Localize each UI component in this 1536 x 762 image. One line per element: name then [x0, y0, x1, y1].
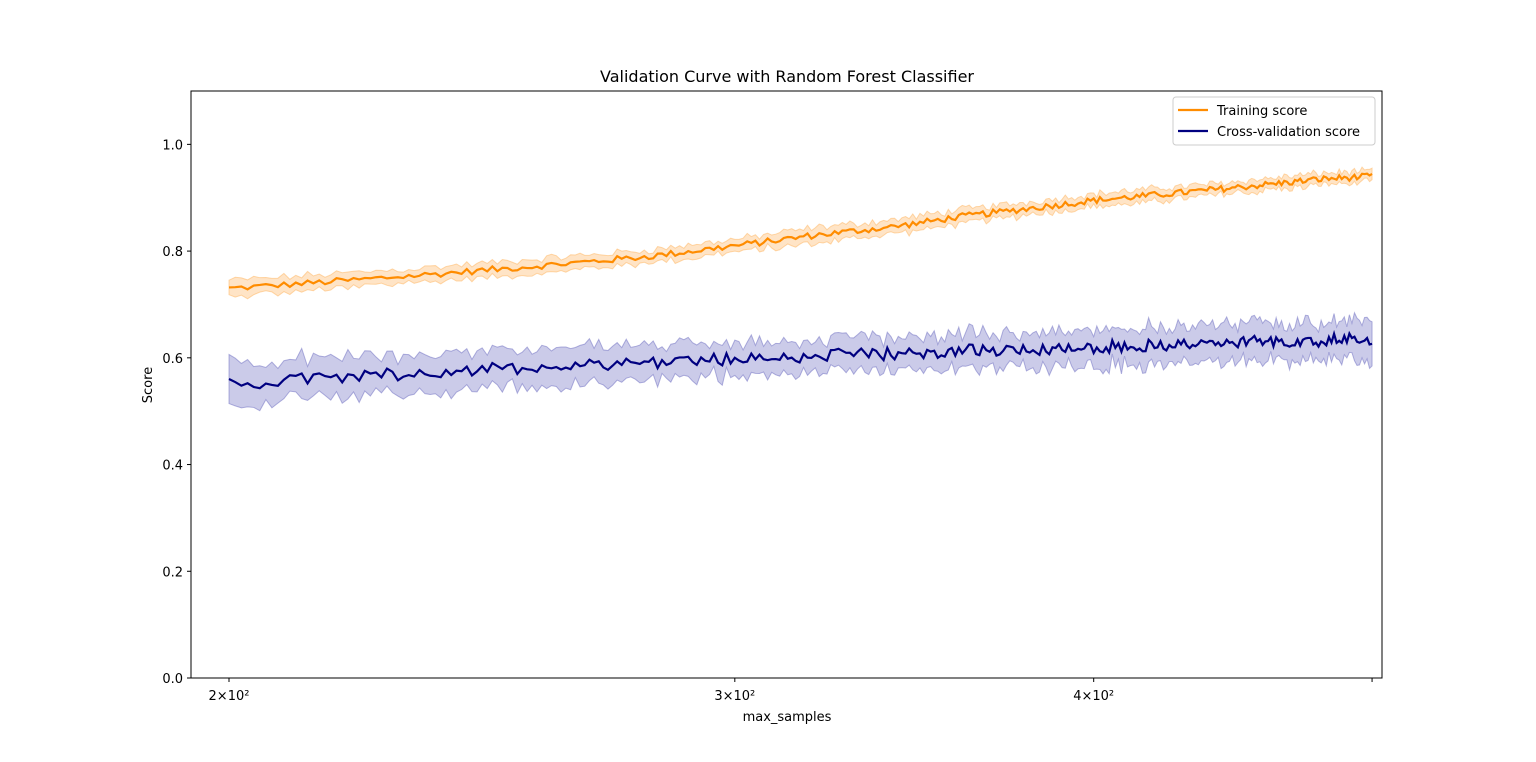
legend-box — [1172, 96, 1376, 146]
series-line-0 — [228, 172, 1373, 291]
legend-label-1: Cross-validation score — [1217, 125, 1360, 140]
x-tick-label: 2×10² — [209, 689, 250, 704]
y-tick-label: 0.4 — [162, 459, 183, 474]
legend-label-0: Training score — [1216, 104, 1307, 119]
y-tick-label: 0.2 — [162, 565, 183, 580]
y-tick-label: 1.0 — [162, 138, 183, 153]
x-axis-label: max_samples — [743, 710, 832, 725]
y-axis-ticks: 0.0 0.2 0.4 0.6 0.8 1.0 — [162, 138, 191, 687]
x-axis-ticks: 2×10² 3×10² 4×10² — [209, 678, 1373, 704]
y-tick-label: 0.0 — [162, 672, 183, 687]
chart-title: Validation Curve with Random Forest Clas… — [600, 67, 974, 86]
legend: Training score Cross-validation score — [1172, 96, 1376, 146]
series-line-1 — [228, 329, 1373, 390]
series-lines — [228, 172, 1373, 390]
y-tick-label: 0.6 — [162, 352, 183, 367]
x-tick-label: 3×10² — [714, 689, 755, 704]
y-tick-label: 0.8 — [162, 245, 183, 260]
plot-frame — [190, 90, 1383, 679]
y-axis-label: Score — [141, 367, 156, 403]
x-tick-label: 4×10² — [1073, 689, 1114, 704]
